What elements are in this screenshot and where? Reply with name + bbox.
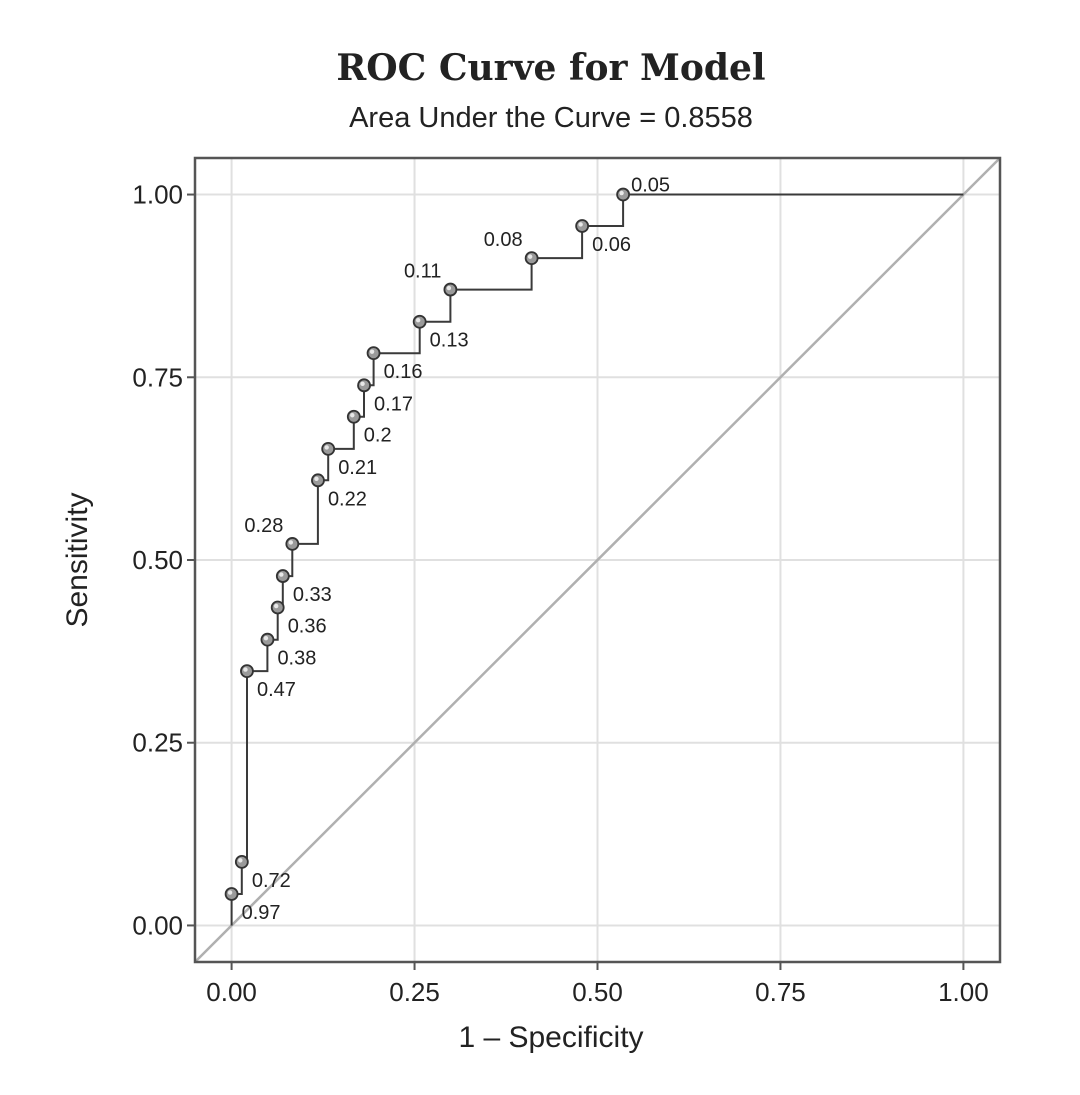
roc-point (311, 473, 325, 488)
y-tick-label: 0.75 (132, 362, 183, 392)
roc-point (224, 887, 239, 901)
roc-point (270, 600, 285, 615)
x-tick-label: 1.00 (938, 977, 989, 1007)
threshold-label: 0.97 (242, 902, 281, 924)
roc-point-highlight (324, 445, 329, 450)
roc-point-highlight (263, 635, 269, 641)
x-tick-label: 0.75 (755, 977, 806, 1007)
roc-point (240, 664, 254, 678)
x-axis-label: 1 – Specificity (458, 1021, 643, 1054)
threshold-label: 0.05 (631, 175, 670, 197)
y-tick-label: 1.00 (132, 180, 183, 210)
roc-point (285, 537, 300, 551)
roc-point (234, 854, 249, 869)
roc-point (616, 187, 631, 202)
roc-point (412, 314, 427, 329)
roc-point-highlight (279, 572, 284, 577)
threshold-label: 0.08 (484, 229, 523, 251)
roc-point-highlight (446, 285, 452, 291)
roc-point-highlight (273, 603, 279, 609)
y-tick-label: 0.50 (132, 545, 183, 575)
axis-ticks: 0.00 0.00 0.25 0.25 0.50 0.50 0.75 0.75 1.00 1.00 (132, 180, 988, 1007)
threshold-label: 0.47 (257, 679, 296, 701)
roc-point (346, 409, 361, 424)
y-tick-label: 0.00 (132, 910, 183, 940)
threshold-label: 0.22 (328, 488, 367, 510)
threshold-label: 0.33 (293, 584, 332, 606)
roc-point-highlight (578, 222, 583, 227)
roc-point (366, 346, 381, 361)
threshold-label: 0.38 (277, 648, 316, 670)
threshold-label: 0.17 (374, 393, 413, 415)
roc-point-highlight (415, 318, 421, 323)
roc-point-highlight (243, 667, 248, 672)
roc-point-highlight (527, 254, 533, 259)
roc-point (275, 569, 290, 583)
roc-point-highlight (350, 413, 355, 418)
reference-line (194, 157, 1001, 963)
x-tick-label: 0.50 (572, 977, 623, 1007)
threshold-label: 0.13 (430, 330, 469, 352)
roc-point (524, 251, 539, 266)
threshold-label: 0.06 (592, 234, 631, 256)
threshold-label: 0.16 (384, 361, 423, 383)
roc-point-highlight (227, 890, 233, 895)
threshold-label: 0.11 (404, 261, 441, 283)
threshold-label: 0.21 (338, 457, 377, 479)
roc-point (260, 632, 275, 647)
x-tick-label: 0.25 (389, 977, 440, 1007)
roc-point-highlight (238, 858, 243, 863)
roc-point (357, 378, 371, 393)
roc-point (321, 442, 336, 456)
roc-point (443, 282, 458, 297)
roc-point-highlight (619, 190, 624, 196)
roc-point-highlight (369, 349, 375, 354)
chart-title: ROC Curve for Model (336, 47, 765, 89)
threshold-label: 0.28 (244, 515, 283, 537)
roc-point-highlight (288, 540, 294, 545)
roc-point (575, 219, 590, 233)
threshold-label: 0.72 (252, 870, 291, 892)
y-axis-label: Sensitivity (61, 492, 94, 627)
roc-point-highlight (360, 381, 365, 387)
x-tick-label: 0.00 (206, 977, 257, 1007)
roc-points (224, 187, 631, 901)
threshold-label: 0.36 (288, 616, 327, 638)
chart-subtitle: Area Under the Curve = 0.8558 (349, 102, 753, 134)
y-tick-label: 0.25 (132, 728, 183, 758)
threshold-label: 0.2 (364, 425, 392, 447)
threshold-labels: 0.97 0.72 0.47 0.38 0.36 0.33 0.28 0.22 0.21 0.2 0… (242, 175, 670, 924)
roc-point-highlight (314, 476, 319, 482)
